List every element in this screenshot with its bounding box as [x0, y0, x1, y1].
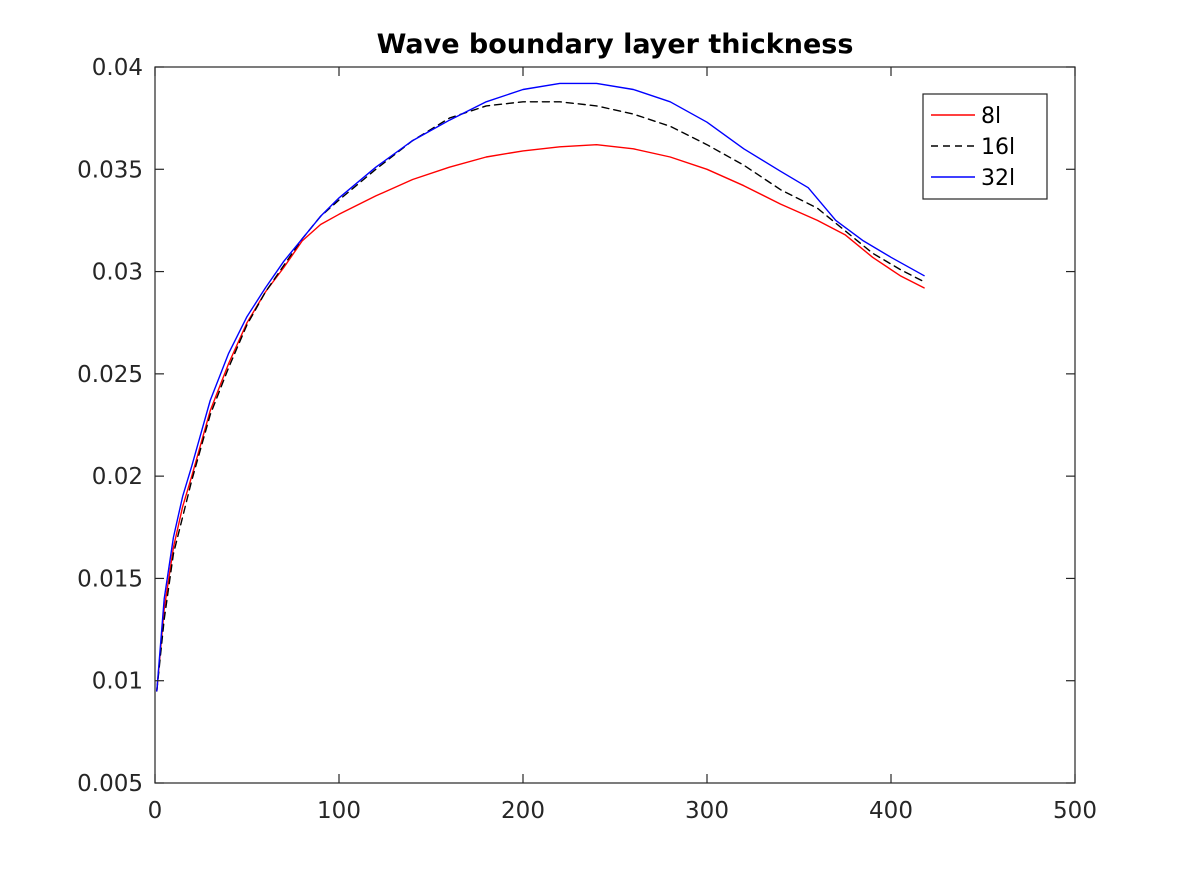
- ticks-layer: 0 100 200 300 400 500 0.005 0.01 0.015 0.02 0.025 0…: [77, 55, 1097, 824]
- x-tick-label: 0: [148, 798, 163, 824]
- legend: 8l 16l 32l: [922, 93, 1048, 200]
- y-tick-label: 0.005: [77, 771, 143, 797]
- legend-label: 16l: [981, 135, 1015, 160]
- y-tick-label: 0.03: [92, 260, 143, 286]
- y-tick-label: 0.025: [77, 362, 143, 388]
- x-tick-label: 300: [685, 798, 729, 824]
- x-tick-label: 100: [317, 798, 361, 824]
- axes-box: [154, 66, 1076, 784]
- y-tick-label: 0.02: [92, 464, 143, 490]
- x-tick-label: 200: [501, 798, 545, 824]
- series-layer: [156, 82, 925, 692]
- y-tick-label: 0.035: [77, 157, 143, 183]
- series-line-8l: [156, 143, 925, 692]
- series-line-16l: [156, 101, 925, 692]
- y-tick-label: 0.04: [92, 55, 143, 81]
- chart-title: Wave boundary layer thickness: [377, 29, 854, 60]
- legend-label: 8l: [981, 104, 1001, 129]
- x-tick-label: 500: [1053, 798, 1097, 824]
- x-tick-label: 400: [869, 798, 913, 824]
- y-tick-label: 0.015: [77, 566, 143, 592]
- y-tick-label: 0.01: [92, 669, 143, 695]
- plot-area: [155, 67, 1075, 783]
- series-line-32l: [156, 82, 925, 692]
- legend-label: 32l: [981, 166, 1015, 191]
